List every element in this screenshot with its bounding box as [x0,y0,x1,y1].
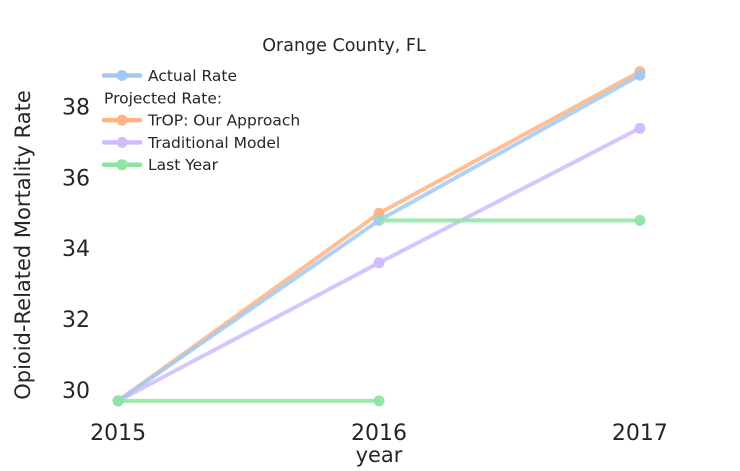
data-point-traditional [634,122,646,134]
legend-item-traditional-model: Traditional Model [101,134,280,152]
chart-title: Orange County, FL [262,36,426,56]
legend-label-actual-rate: Actual Rate [148,67,237,85]
legend-label-last-year: Last Year [148,156,219,174]
data-point-traditional [373,257,385,269]
y-axis-label: Opioid-Related Mortality Rate [11,90,35,400]
legend-label-projected-rate: Projected Rate: [104,89,222,107]
legend-marker-last_year [116,159,128,171]
legend-marker-traditional [116,136,128,148]
legend-marker-trop [116,114,128,126]
x-tick-label-2016: 2016 [351,421,407,446]
x-tick-label-2015: 2015 [90,421,146,446]
y-tick-label-30: 30 [62,379,90,404]
legend-item-last-year: Last Year [101,156,219,174]
legend-item-trop-our-approach: TrOP: Our Approach [101,112,300,130]
x-axis-label: year [356,443,403,467]
data-point-last_year [112,395,124,407]
legend-item-projected-rate: Projected Rate: [104,89,222,107]
legend: Actual Rate Projected Rate: TrOP: Our Appr… [101,67,300,174]
y-tick-label-36: 36 [62,166,90,191]
plot-area [112,66,646,407]
x-tick-label-2017: 2017 [612,421,668,446]
x-axis-ticks: 2015 2016 2017 [90,421,668,446]
y-tick-label-38: 38 [62,96,90,121]
data-point-last_year [634,214,646,226]
legend-label-traditional-model: Traditional Model [147,134,280,152]
y-axis-ticks: 30 32 34 36 38 [62,96,90,404]
legend-label-trop-our-approach: TrOP: Our Approach [147,112,300,130]
data-point-actual [634,69,646,81]
data-point-last_year [373,395,385,407]
legend-item-actual-rate: Actual Rate [101,67,237,85]
legend-marker-actual [116,70,128,81]
y-tick-label-34: 34 [62,237,90,262]
y-tick-label-32: 32 [62,308,90,333]
